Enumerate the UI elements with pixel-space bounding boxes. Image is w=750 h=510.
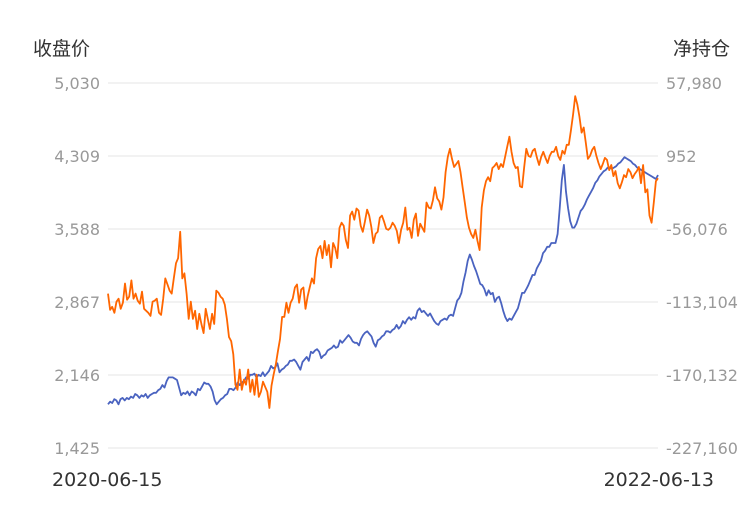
x-axis-end-label: 2022-06-13 (603, 469, 714, 491)
left-tick-label: 4,309 (54, 147, 100, 166)
left-tick-label: 1,425 (54, 439, 100, 458)
right-axis-ticks: 57,980 952 -56,076 -113,104 -170,132 -227,160 (666, 74, 738, 458)
left-axis-title: 收盘价 (33, 38, 91, 60)
left-tick-label: 2,146 (54, 366, 100, 385)
grid-lines (108, 82, 658, 449)
right-tick-label: 57,980 (666, 74, 722, 93)
x-axis-start-label: 2020-06-15 (52, 469, 163, 491)
series-line-close-price (107, 95, 659, 409)
right-axis-title: 净持仓 (672, 38, 730, 60)
right-tick-label: -56,076 (666, 220, 728, 239)
right-tick-label: -113,104 (666, 293, 738, 312)
left-axis-ticks: 5,030 4,309 3,588 2,867 2,146 1,425 (54, 74, 100, 458)
left-tick-label: 5,030 (54, 74, 100, 93)
left-tick-label: 2,867 (54, 293, 100, 312)
right-tick-label: 952 (666, 147, 697, 166)
right-tick-label: -227,160 (666, 439, 738, 458)
series-line-net-position (107, 156, 659, 406)
right-tick-label: -170,132 (666, 366, 738, 385)
left-tick-label: 3,588 (54, 220, 100, 239)
series-lines (107, 95, 659, 409)
